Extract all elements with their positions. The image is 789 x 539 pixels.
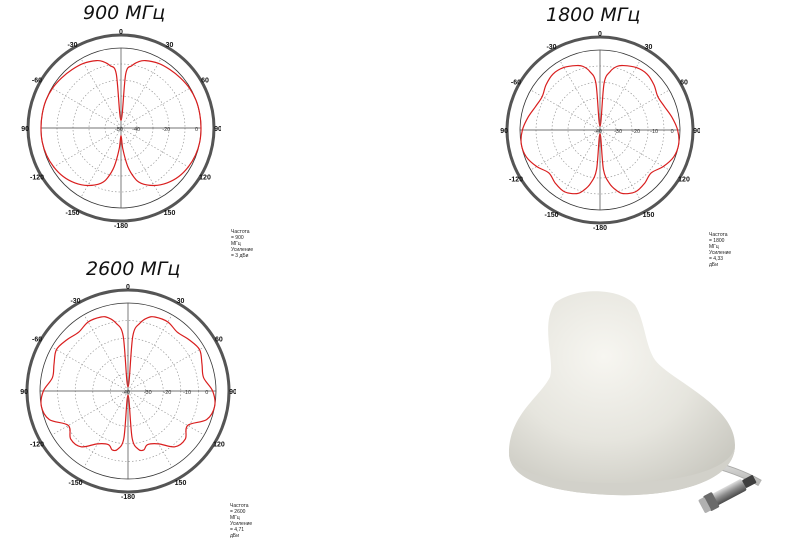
angle-tick-label: 120 xyxy=(678,177,690,184)
caption-frequency: Частота = 900 МГц xyxy=(231,229,250,247)
angle-tick-label: -120 xyxy=(30,442,44,449)
grid-spoke xyxy=(51,390,129,436)
grid-spoke xyxy=(127,346,205,392)
angle-tick-label: 90 xyxy=(693,128,700,135)
angle-tick-label: -30 xyxy=(546,44,556,51)
angle-tick-label: -90 xyxy=(20,389,28,396)
angle-tick-label: -120 xyxy=(509,177,523,184)
radial-tick-label: -40 xyxy=(594,129,602,135)
grid-spoke xyxy=(51,127,122,169)
angle-tick-label: 120 xyxy=(213,442,225,449)
angle-tick-label: 90 xyxy=(214,126,221,133)
radial-tick-label: 0 xyxy=(195,127,198,133)
radiation-pattern-series xyxy=(40,59,202,187)
angle-tick-label: 120 xyxy=(199,175,211,182)
outer-ring xyxy=(505,35,695,225)
radial-tick-label: -20 xyxy=(162,127,170,133)
angle-tick-label: 150 xyxy=(164,210,176,217)
angle-tick-label: -150 xyxy=(544,212,558,219)
caption-gain: Усиление = 4,71 дБи xyxy=(230,521,253,539)
radial-tick-label: -30 xyxy=(144,390,152,396)
angle-tick-label: -90 xyxy=(21,126,29,133)
chart-title-900: 900 МГц xyxy=(83,2,166,24)
angle-tick-label: -90 xyxy=(500,128,508,135)
radial-tick-label: -40 xyxy=(122,390,130,396)
grid-spoke xyxy=(80,58,122,129)
polar-plot-2600: 0 30 60 90 120 150 -180 -150 -120 -90 -60 -30 -40 -30… xyxy=(20,284,236,499)
ceiling-antenna-photo xyxy=(509,291,762,513)
grid-spoke xyxy=(127,390,205,436)
caption-gain: Усиление = 3 дБи xyxy=(231,247,254,259)
angle-tick-label: -30 xyxy=(70,298,80,305)
grid-spoke xyxy=(83,390,129,468)
angle-tick-label: 30 xyxy=(177,298,185,305)
radial-tick-label: -10 xyxy=(650,129,658,135)
angle-tick-label: 0 xyxy=(598,31,602,38)
caption-frequency: Частота = 2600 МГц xyxy=(230,503,249,521)
grid-spoke xyxy=(599,89,670,131)
chart-title-1800: 1800 МГц xyxy=(546,4,641,26)
radial-tick-label: -50 xyxy=(115,127,123,133)
radial-tick-label: -30 xyxy=(614,129,622,135)
angle-tick-label: 60 xyxy=(201,78,209,85)
radial-tick-label: -40 xyxy=(132,127,140,133)
grid-spoke xyxy=(120,58,162,129)
caption-frequency: Частота = 1800 МГц xyxy=(709,232,728,250)
angle-tick-label: -30 xyxy=(67,42,77,49)
angle-tick-label: 150 xyxy=(643,212,655,219)
grid-spoke xyxy=(559,60,601,131)
outer-ring xyxy=(25,288,231,494)
angle-tick-label: 30 xyxy=(166,42,174,49)
chart-title-2600: 2600 МГц xyxy=(86,258,181,280)
angle-tick-label: -150 xyxy=(68,480,82,487)
radial-tick-label: -20 xyxy=(632,129,640,135)
radial-tick-label: 0 xyxy=(671,129,674,135)
angle-tick-label: -60 xyxy=(32,337,42,344)
angle-tick-label: -120 xyxy=(30,175,44,182)
angle-tick-label: -150 xyxy=(65,210,79,217)
angle-tick-label: 60 xyxy=(215,337,223,344)
grid-spoke xyxy=(127,314,173,392)
chart-caption-2600: Частота = 2600 МГц Усиление = 4,71 дБи xyxy=(230,503,252,539)
polar-plot-1800: 0 30 60 90 120 150 -180 -150 -120 -90 -60 -30 -40 -30… xyxy=(500,31,700,230)
radial-tick-label: 0 xyxy=(205,390,208,396)
grid-spoke xyxy=(599,129,641,200)
grid-spoke xyxy=(559,129,601,200)
angle-tick-label: 60 xyxy=(680,80,688,87)
grid-spoke xyxy=(51,87,122,129)
grid-spoke xyxy=(51,346,129,392)
angle-tick-label: -60 xyxy=(511,80,521,87)
chart-caption-900: Частота = 900 МГц Усиление = 3 дБи xyxy=(231,229,253,259)
radial-tick-label: -10 xyxy=(183,390,191,396)
grid-spoke xyxy=(530,89,601,131)
grid-spoke xyxy=(599,60,641,131)
polar-plot-900: 0 30 60 90 120 150 -180 -150 -120 -90 -60 -30 -50 -40… xyxy=(21,29,221,228)
grid-spoke xyxy=(120,127,191,169)
angle-tick-label: -180 xyxy=(114,223,128,228)
caption-gain: Усиление = 4,33 дБи xyxy=(709,250,732,268)
angle-tick-label: -180 xyxy=(121,494,135,499)
grid-spoke xyxy=(83,314,129,392)
angle-tick-label: 0 xyxy=(126,284,130,291)
radial-tick-label: -20 xyxy=(163,390,171,396)
angle-tick-label: 150 xyxy=(175,480,187,487)
grid-spoke xyxy=(530,129,601,171)
grid-spoke xyxy=(127,390,173,468)
angle-tick-label: 30 xyxy=(645,44,653,51)
grid-spoke xyxy=(120,87,191,129)
outer-ring xyxy=(26,33,216,223)
angle-tick-label: -180 xyxy=(593,225,607,230)
angle-tick-label: 90 xyxy=(229,389,236,396)
radiation-pattern-series xyxy=(40,316,216,452)
grid-spoke xyxy=(599,129,670,171)
angle-tick-label: -60 xyxy=(32,78,42,85)
angle-tick-label: 0 xyxy=(119,29,123,36)
chart-caption-1800: Частота = 1800 МГц Усиление = 4,33 дБи xyxy=(709,232,731,268)
radiation-pattern-series xyxy=(520,64,680,195)
